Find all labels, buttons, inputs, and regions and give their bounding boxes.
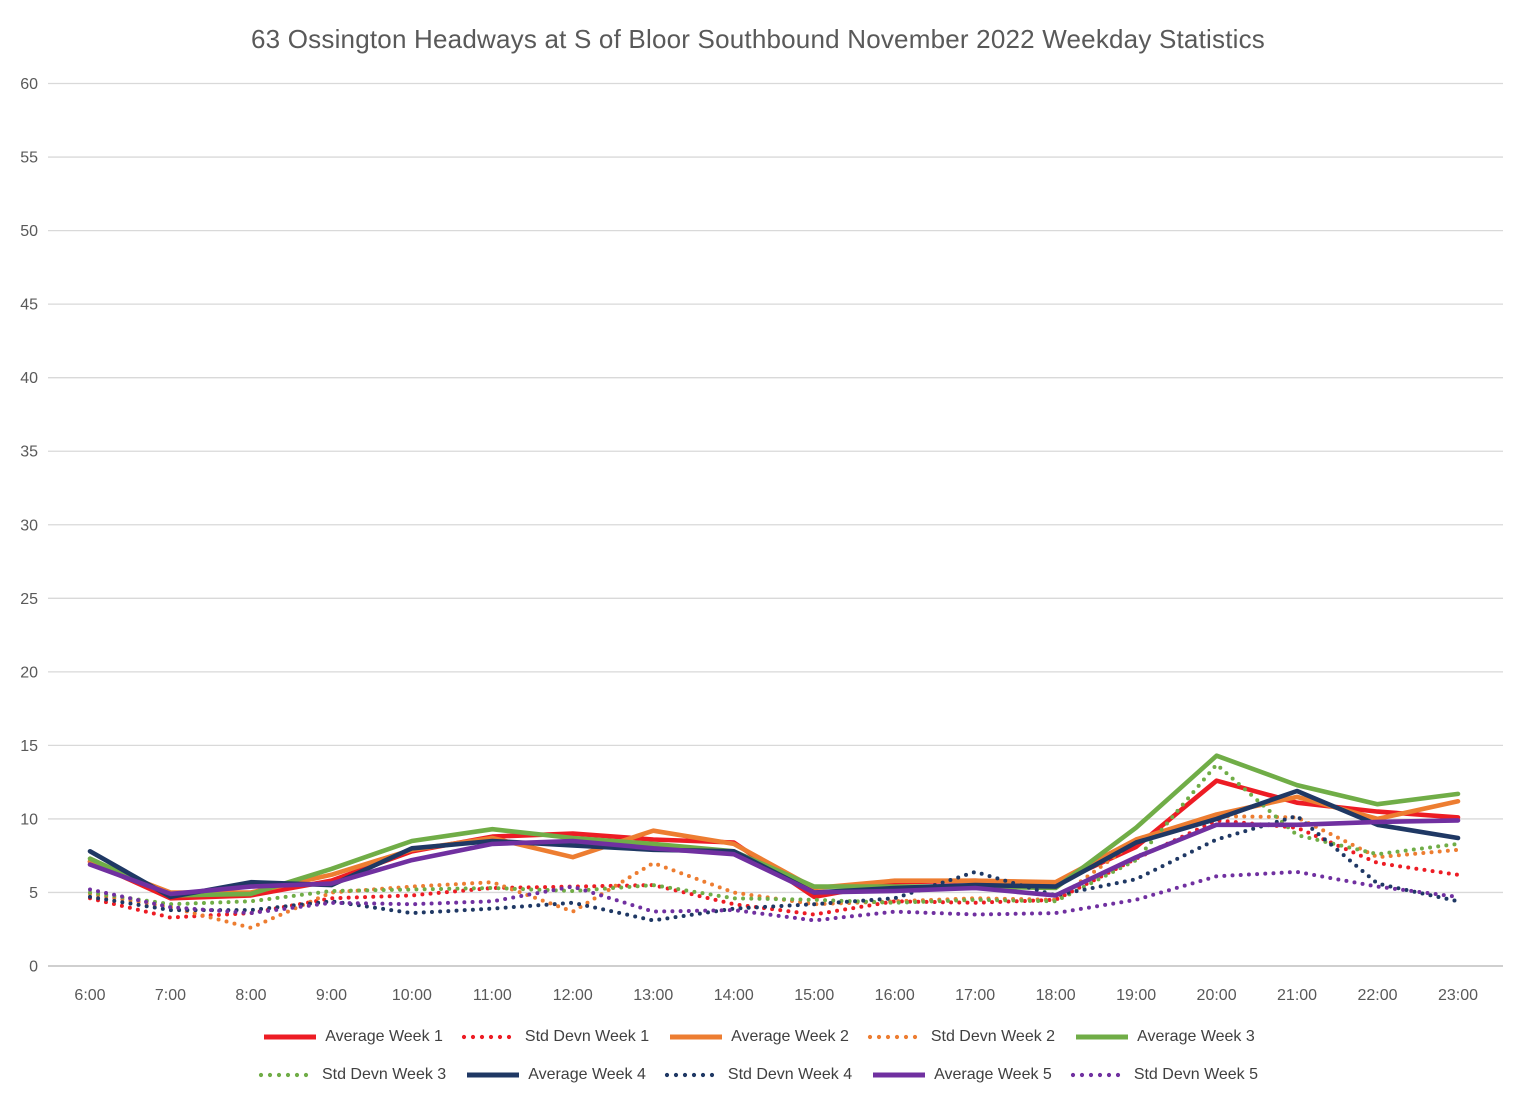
y-tick-label-0: 0 [29,959,38,976]
legend-swatch-average-week-5-solid-line-icon [873,1072,926,1078]
x-tick-label-22-00: 22:00 [1357,987,1397,1004]
y-tick-label-10: 10 [20,811,38,828]
x-tick-label-16-00: 16:00 [875,987,915,1004]
x-tick-label-14-00: 14:00 [714,987,754,1004]
x-tick-label-8-00: 8:00 [235,987,266,1004]
legend-label-std-devn-week-5: Std Devn Week 5 [1133,1066,1259,1083]
y-tick-label-15: 15 [20,738,38,755]
legend-swatch-std-devn-week-2-dotted-line-icon [867,1034,924,1040]
legend-item-std-devn-week-3: Std Devn Week 3 [258,1066,446,1084]
legend-swatch-average-week-1-solid-line-icon [264,1034,317,1040]
legend-row-2: Std Devn Week 3 Average Week 4 Std Devn We… [0,1066,1516,1084]
legend-item-std-devn-week-2: Std Devn Week 2 [867,1028,1055,1046]
x-tick-label-12-00: 12:00 [553,987,593,1004]
legend-item-std-devn-week-4: Std Devn Week 4 [664,1066,852,1084]
legend-label-average-week-4: Average Week 4 [528,1066,646,1083]
x-tick-label-19-00: 19:00 [1116,987,1156,1004]
y-tick-label-5: 5 [29,885,38,902]
x-tick-label-18-00: 18:00 [1036,987,1076,1004]
legend-item-average-week-4: Average Week 4 [464,1066,646,1084]
legend-item-average-week-5: Average Week 5 [870,1066,1052,1084]
series-std-devn-week-2 [88,814,1460,930]
series-std-devn-week-3 [88,762,1460,907]
legend-label-average-week-3: Average Week 3 [1137,1028,1255,1045]
x-tick-label-6-00: 6:00 [74,987,105,1004]
x-tick-label-9-00: 9:00 [316,987,347,1004]
legend-swatch-average-week-3-solid-line-icon [1076,1034,1129,1040]
legend-item-average-week-3: Average Week 3 [1073,1028,1255,1046]
legend-label-std-devn-week-1: Std Devn Week 1 [524,1028,650,1045]
x-tick-label-21-00: 21:00 [1277,987,1317,1004]
y-tick-label-40: 40 [20,370,38,387]
x-tick-label-23-00: 23:00 [1438,987,1478,1004]
x-tick-label-11-00: 11:00 [473,987,512,1004]
legend-label-std-devn-week-2: Std Devn Week 2 [930,1028,1056,1045]
legend-label-average-week-5: Average Week 5 [934,1066,1052,1083]
legend-swatch-average-week-2-solid-line-icon [670,1034,723,1040]
series-std-devn-week-4 [88,814,1460,923]
series-std-devn-week-5 [88,869,1460,923]
legend-label-std-devn-week-4: Std Devn Week 4 [727,1066,853,1083]
legend-item-average-week-1: Average Week 1 [261,1028,443,1046]
y-tick-label-35: 35 [20,444,38,461]
legend-swatch-average-week-4-solid-line-icon [467,1072,520,1078]
legend-swatch-std-devn-week-5-dotted-line-icon [1070,1072,1127,1078]
series-average-week-5 [87,818,1461,898]
y-tick-label-60: 60 [20,76,38,93]
legend-swatch-std-devn-week-3-dotted-line-icon [258,1072,316,1078]
y-tick-label-20: 20 [20,664,38,681]
legend-swatch-std-devn-week-4-dotted-line-icon [664,1072,721,1078]
legend-swatch-std-devn-week-1-dotted-line-icon [461,1034,519,1040]
chart-title: 63 Ossington Headways at S of Bloor Sout… [251,24,1265,54]
legend-label-average-week-2: Average Week 2 [731,1028,849,1045]
x-tick-label-17-00: 17:00 [955,987,995,1004]
y-tick-label-25: 25 [20,591,38,608]
x-tick-label-7-00: 7:00 [155,987,186,1004]
x-tick-label-20-00: 20:00 [1197,987,1237,1004]
legend-label-std-devn-week-3: Std Devn Week 3 [321,1066,447,1083]
x-tick-label-15-00: 15:00 [794,987,834,1004]
legend-item-average-week-2: Average Week 2 [667,1028,849,1046]
y-tick-label-50: 50 [20,223,38,240]
y-tick-label-45: 45 [20,297,38,314]
legend-item-std-devn-week-5: Std Devn Week 5 [1070,1066,1258,1084]
y-tick-label-55: 55 [20,150,38,167]
legend-label-average-week-1: Average Week 1 [325,1028,443,1045]
x-tick-label-13-00: 13:00 [633,987,673,1004]
series-average-week-3 [87,753,1461,898]
legend-item-std-devn-week-1: Std Devn Week 1 [461,1028,649,1046]
series-average-week-2 [87,794,1461,895]
y-tick-label-30: 30 [20,517,38,534]
legend-row-1: Average Week 1 Std Devn Week 1 Average Wee… [0,1028,1516,1046]
x-tick-label-10-00: 10:00 [392,987,432,1004]
